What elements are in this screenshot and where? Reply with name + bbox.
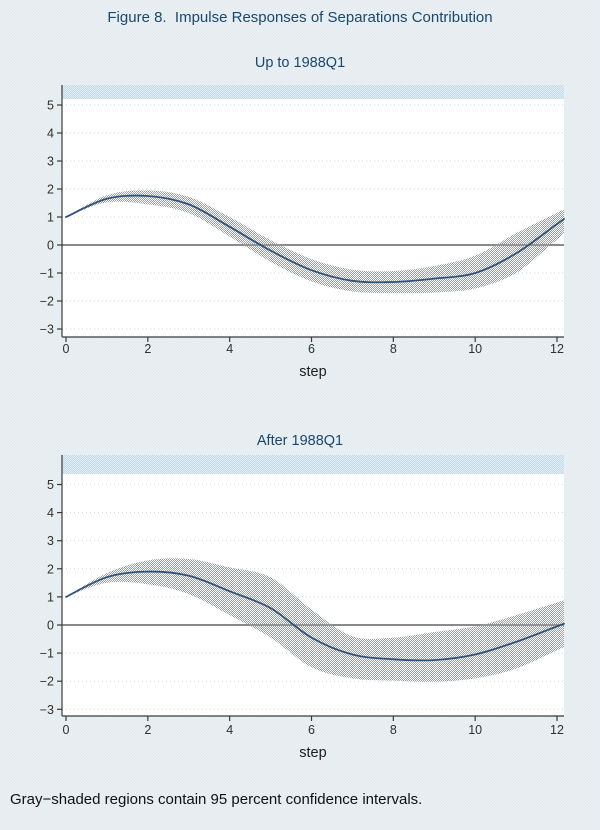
y-tick-label: −3 bbox=[40, 703, 54, 717]
x-tick-label: 4 bbox=[226, 723, 233, 737]
x-tick-label: 12 bbox=[550, 723, 564, 737]
y-tick-label: 0 bbox=[47, 619, 54, 633]
x-tick-label: 6 bbox=[308, 342, 315, 356]
x-tick-label: 10 bbox=[468, 723, 482, 737]
plot-area bbox=[62, 474, 564, 716]
confidence-band bbox=[66, 558, 564, 682]
x-tick-label: 6 bbox=[308, 723, 315, 737]
y-tick-label: −1 bbox=[40, 267, 54, 281]
y-tick-label: 3 bbox=[47, 534, 54, 548]
plot-top-strip bbox=[62, 85, 564, 99]
x-tick-label: 8 bbox=[390, 342, 397, 356]
panel-1-chart: 5 4 3 2 1 0 −1 −2 −3 0 2 4 6 8 10 12 step bbox=[0, 85, 600, 380]
impulse-response-line bbox=[65, 570, 565, 662]
x-tick-label: 8 bbox=[390, 723, 397, 737]
confidence-band bbox=[66, 190, 564, 294]
plot-top-strip bbox=[62, 455, 564, 474]
y-tick-label: 1 bbox=[47, 590, 54, 604]
panel-2-chart: 5 4 3 2 1 0 −1 −2 −3 0 2 4 6 8 10 12 step bbox=[0, 455, 600, 765]
y-tick-label: 4 bbox=[47, 127, 54, 141]
x-tick-label: 12 bbox=[550, 342, 564, 356]
y-tick-label: −1 bbox=[40, 647, 54, 661]
x-tick-label: 2 bbox=[144, 723, 151, 737]
y-tick-label: −2 bbox=[40, 675, 54, 689]
impulse-response-line bbox=[65, 194, 565, 284]
figure-title: Figure 8. Impulse Responses of Separatio… bbox=[107, 9, 493, 26]
plot-area bbox=[62, 99, 564, 337]
y-tick-label: 5 bbox=[47, 99, 54, 113]
panel-1-subtitle: Up to 1988Q1 bbox=[254, 55, 346, 71]
x-tick-label: 4 bbox=[226, 342, 233, 356]
y-tick-label: 1 bbox=[47, 211, 54, 225]
x-tick-label: 10 bbox=[468, 342, 482, 356]
y-tick-label: 2 bbox=[47, 183, 54, 197]
y-tick-label: 5 bbox=[47, 478, 54, 492]
x-tick-label: 0 bbox=[63, 723, 70, 737]
figure-note: Gray−shaded regions contain 95 percent c… bbox=[10, 791, 423, 808]
y-tick-label: 0 bbox=[47, 239, 54, 253]
x-tick-label: 0 bbox=[63, 342, 70, 356]
panel-2-subtitle: After 1988Q1 bbox=[256, 433, 344, 449]
x-axis-label: step bbox=[299, 745, 326, 761]
x-tick-label: 2 bbox=[144, 342, 151, 356]
y-tick-label: 4 bbox=[47, 506, 54, 520]
y-tick-label: −2 bbox=[40, 295, 54, 309]
y-tick-label: −3 bbox=[40, 323, 54, 337]
y-tick-label: 2 bbox=[47, 562, 54, 576]
y-tick-label: 3 bbox=[47, 155, 54, 169]
x-axis-label: step bbox=[299, 364, 326, 380]
